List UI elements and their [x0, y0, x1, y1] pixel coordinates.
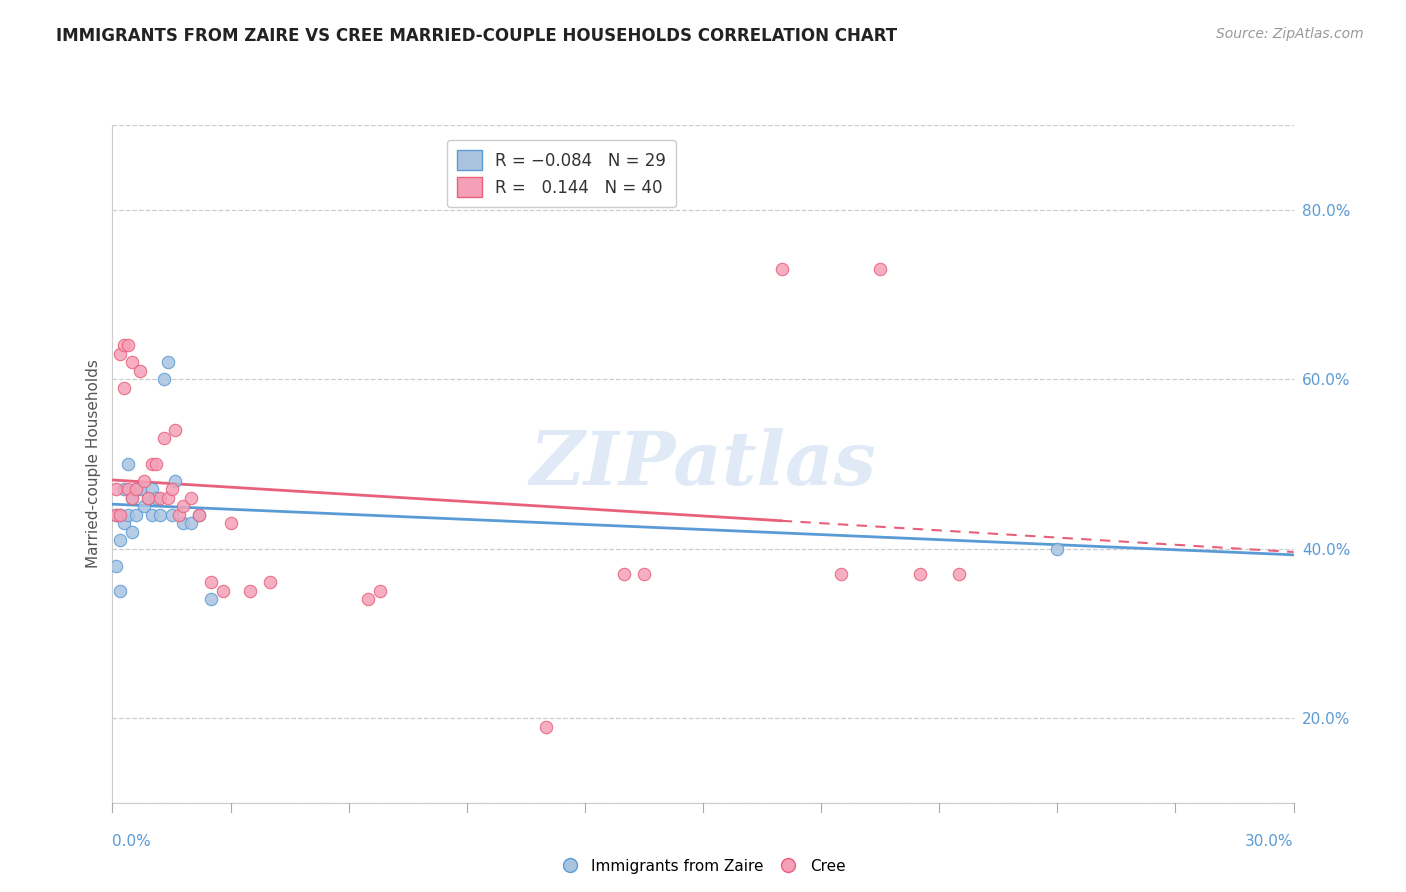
Point: [169, 508, 191, 522]
Point: [125, 483, 148, 497]
Point: [129, 483, 152, 497]
Point: [132, 474, 155, 488]
Point: [160, 483, 183, 497]
Point: [141, 508, 163, 522]
Point: [117, 483, 139, 497]
Point: [125, 508, 148, 522]
Point: [180, 491, 202, 505]
Point: [156, 491, 179, 505]
Point: [141, 483, 163, 497]
Point: [136, 491, 159, 505]
Point: [125, 483, 148, 497]
Point: [149, 508, 172, 522]
Point: [129, 364, 152, 378]
Point: [908, 567, 931, 582]
Point: [145, 457, 167, 471]
Point: [105, 483, 128, 497]
Point: [110, 508, 132, 522]
Point: [165, 474, 187, 488]
Point: [112, 338, 135, 352]
Point: [117, 508, 139, 522]
Point: [152, 372, 174, 386]
Point: [112, 381, 135, 395]
Point: [121, 355, 143, 369]
Point: [259, 575, 281, 590]
Point: [145, 491, 167, 505]
Point: [110, 346, 132, 360]
Point: [165, 423, 187, 437]
Text: ZIPatlas: ZIPatlas: [530, 427, 876, 500]
Point: [110, 584, 132, 599]
Point: [105, 508, 128, 522]
Point: [117, 338, 139, 352]
Point: [132, 500, 155, 514]
Point: [368, 584, 391, 599]
Point: [160, 508, 183, 522]
Point: [112, 516, 135, 530]
Point: [121, 491, 143, 505]
Point: [948, 567, 970, 582]
Point: [633, 567, 655, 582]
Y-axis label: Married-couple Households: Married-couple Households: [86, 359, 101, 568]
Point: [110, 508, 132, 522]
Point: [117, 457, 139, 471]
Point: [830, 567, 852, 582]
Point: [357, 592, 380, 607]
Point: [180, 516, 202, 530]
Point: [211, 584, 233, 599]
Point: [200, 575, 222, 590]
Point: [219, 516, 242, 530]
Text: 0.0%: 0.0%: [112, 834, 152, 849]
Text: 30.0%: 30.0%: [1246, 834, 1294, 849]
Point: [172, 516, 194, 530]
Point: [200, 592, 222, 607]
Point: [1046, 541, 1069, 556]
Point: [149, 491, 172, 505]
Point: [121, 491, 143, 505]
Legend: R = −0.084   N = 29, R =   0.144   N = 40: R = −0.084 N = 29, R = 0.144 N = 40: [447, 140, 676, 207]
Point: [156, 355, 179, 369]
Point: [172, 500, 194, 514]
Text: IMMIGRANTS FROM ZAIRE VS CREE MARRIED-COUPLE HOUSEHOLDS CORRELATION CHART: IMMIGRANTS FROM ZAIRE VS CREE MARRIED-CO…: [56, 27, 897, 45]
Point: [188, 508, 211, 522]
Point: [770, 262, 793, 277]
Point: [110, 533, 132, 548]
Point: [112, 483, 135, 497]
Point: [239, 584, 262, 599]
Point: [141, 457, 163, 471]
Point: [136, 491, 159, 505]
Point: [121, 524, 143, 539]
Text: Source: ZipAtlas.com: Source: ZipAtlas.com: [1216, 27, 1364, 41]
Point: [105, 558, 128, 573]
Point: [105, 508, 128, 522]
Point: [534, 719, 557, 733]
Legend: Immigrants from Zaire, Cree: Immigrants from Zaire, Cree: [554, 853, 852, 880]
Point: [869, 262, 891, 277]
Point: [613, 567, 636, 582]
Point: [152, 432, 174, 446]
Point: [188, 508, 211, 522]
